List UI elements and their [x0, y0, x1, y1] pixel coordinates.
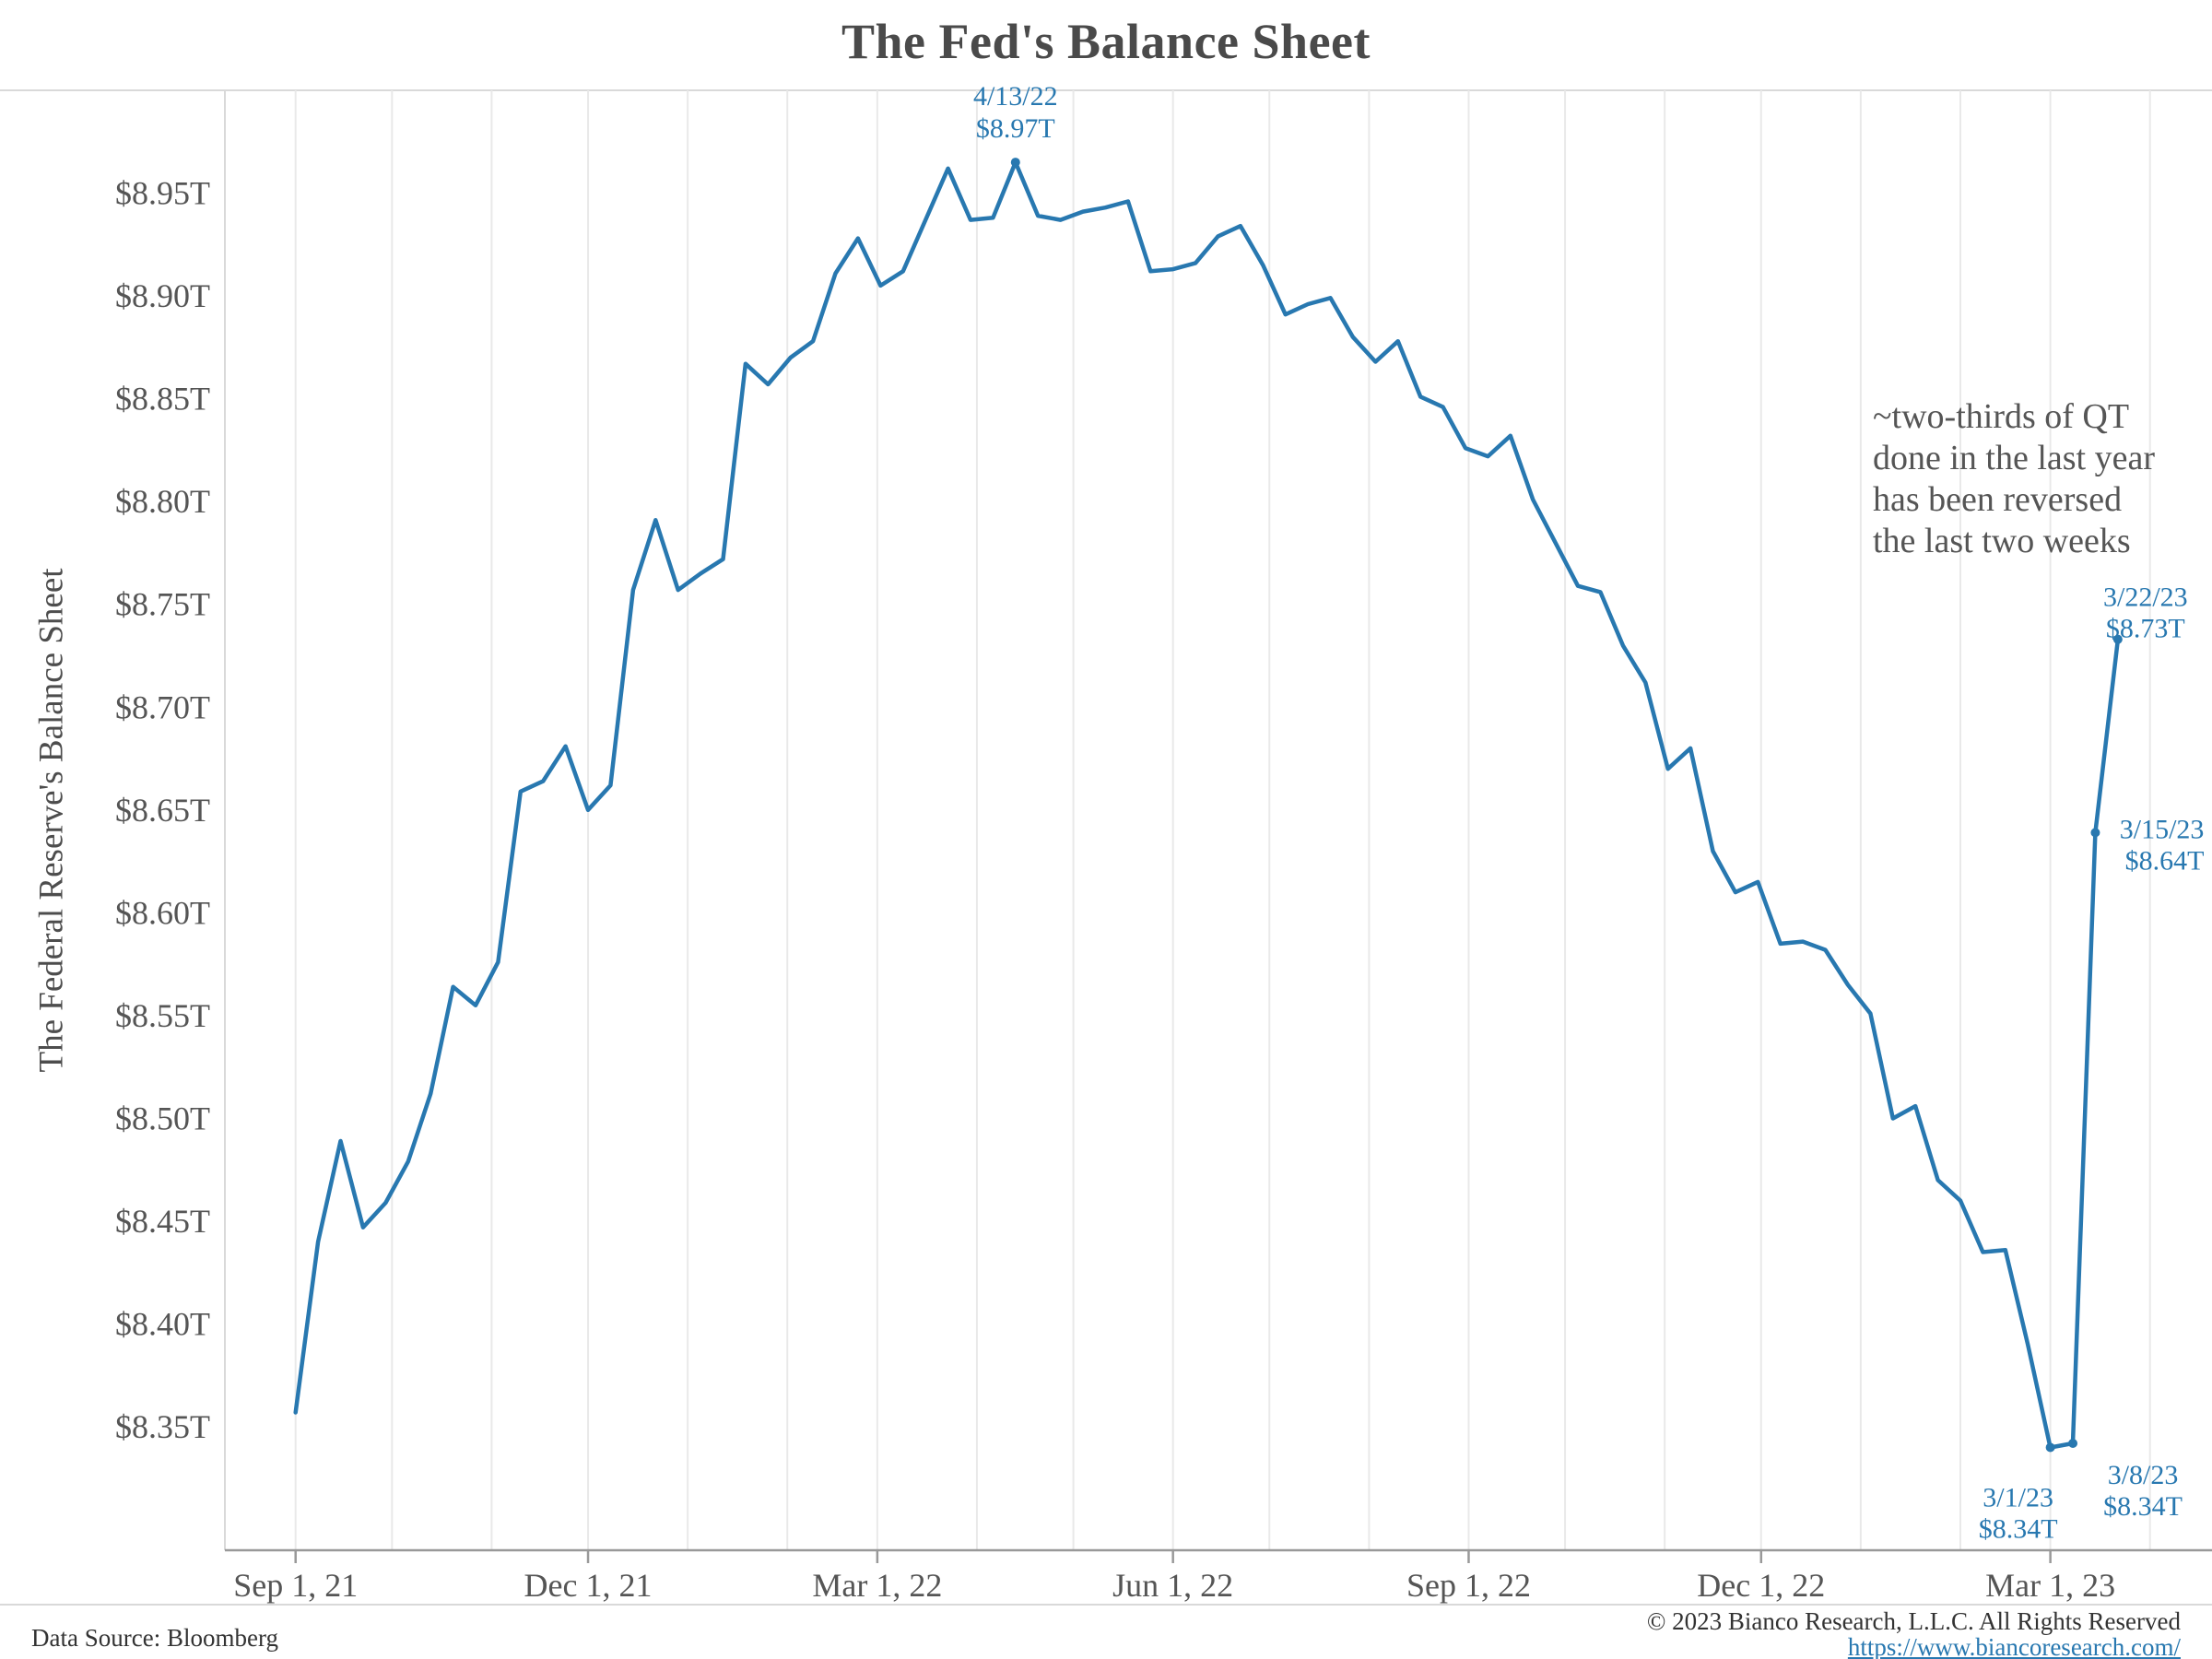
note-line: done in the last year	[1873, 439, 2156, 477]
annotation-low-3-1-23: 3/1/23	[1983, 1482, 2053, 1512]
data-point-marker-low-3-1-23	[2045, 1442, 2055, 1453]
y-tick-label: $8.50T	[115, 1100, 210, 1136]
annotation-low-3-8-23: $8.34T	[2103, 1491, 2183, 1522]
annotation-end-3-22-23: 3/22/23	[2103, 582, 2188, 613]
chart-title: The Fed's Balance Sheet	[841, 14, 1371, 69]
x-tick-label: Mar 1, 23	[1985, 1567, 2115, 1604]
y-tick-label: $8.90T	[115, 277, 210, 314]
data-point-marker-low-3-8-23	[2068, 1438, 2078, 1448]
data-source-label: Data Source: Bloomberg	[31, 1624, 278, 1652]
annotation-peak-4-13-22: $8.97T	[976, 113, 1055, 144]
note-line: has been reversed	[1873, 480, 2123, 519]
biancoresearch-link[interactable]: https://www.biancoresearch.com/	[1847, 1633, 2181, 1659]
note-line: the last two weeks	[1873, 522, 2131, 560]
annotation-end-3-22-23: $8.73T	[2106, 614, 2185, 644]
data-point-marker-rebound-3-15-23	[2090, 828, 2100, 838]
annotation-rebound-3-15-23: $8.64T	[2125, 845, 2205, 876]
data-point-marker-peak-4-13-22	[1010, 158, 1020, 168]
y-tick-label: $8.60T	[115, 894, 210, 931]
y-tick-label: $8.55T	[115, 997, 210, 1034]
y-tick-label: $8.40T	[115, 1306, 210, 1343]
y-tick-label: $8.65T	[115, 792, 210, 829]
balance-sheet-line	[293, 159, 2121, 1450]
y-tick-label: $8.95T	[115, 175, 210, 212]
annotation-low-3-1-23: $8.34T	[1979, 1513, 2058, 1544]
x-tick-label: Jun 1, 22	[1112, 1567, 1233, 1604]
annotation-rebound-3-15-23: 3/15/23	[2120, 814, 2205, 844]
qt-reversal-note: ~two-thirds of QT done in the last year …	[1873, 396, 2155, 562]
y-tick-label: $8.45T	[115, 1203, 210, 1240]
x-tick-label: Dec 1, 21	[524, 1567, 653, 1604]
x-tick-label: Mar 1, 22	[812, 1567, 942, 1604]
data-point-marker-end-3-22-23	[2112, 634, 2123, 644]
footer-divider	[0, 1604, 2212, 1606]
y-tick-label: $8.35T	[115, 1408, 210, 1445]
note-line: ~two-thirds of QT	[1873, 397, 2130, 436]
x-tick-label: Dec 1, 22	[1697, 1567, 1825, 1604]
copyright-label: © 2023 Bianco Research, L.L.C. All Right…	[1646, 1607, 2181, 1635]
annotation-peak-4-13-22: 4/13/22	[973, 81, 1058, 112]
y-tick-label: $8.80T	[115, 483, 210, 520]
x-tick-label: Sep 1, 21	[233, 1567, 358, 1604]
y-tick-label: $8.85T	[115, 381, 210, 418]
y-tick-label: $8.75T	[115, 586, 210, 623]
footer-credits: © 2023 Bianco Research, L.L.C. All Right…	[1647, 1608, 2181, 1659]
annotation-low-3-8-23: 3/8/23	[2108, 1460, 2179, 1490]
y-tick-label: $8.70T	[115, 688, 210, 725]
x-tick-label: Sep 1, 22	[1406, 1567, 1531, 1604]
